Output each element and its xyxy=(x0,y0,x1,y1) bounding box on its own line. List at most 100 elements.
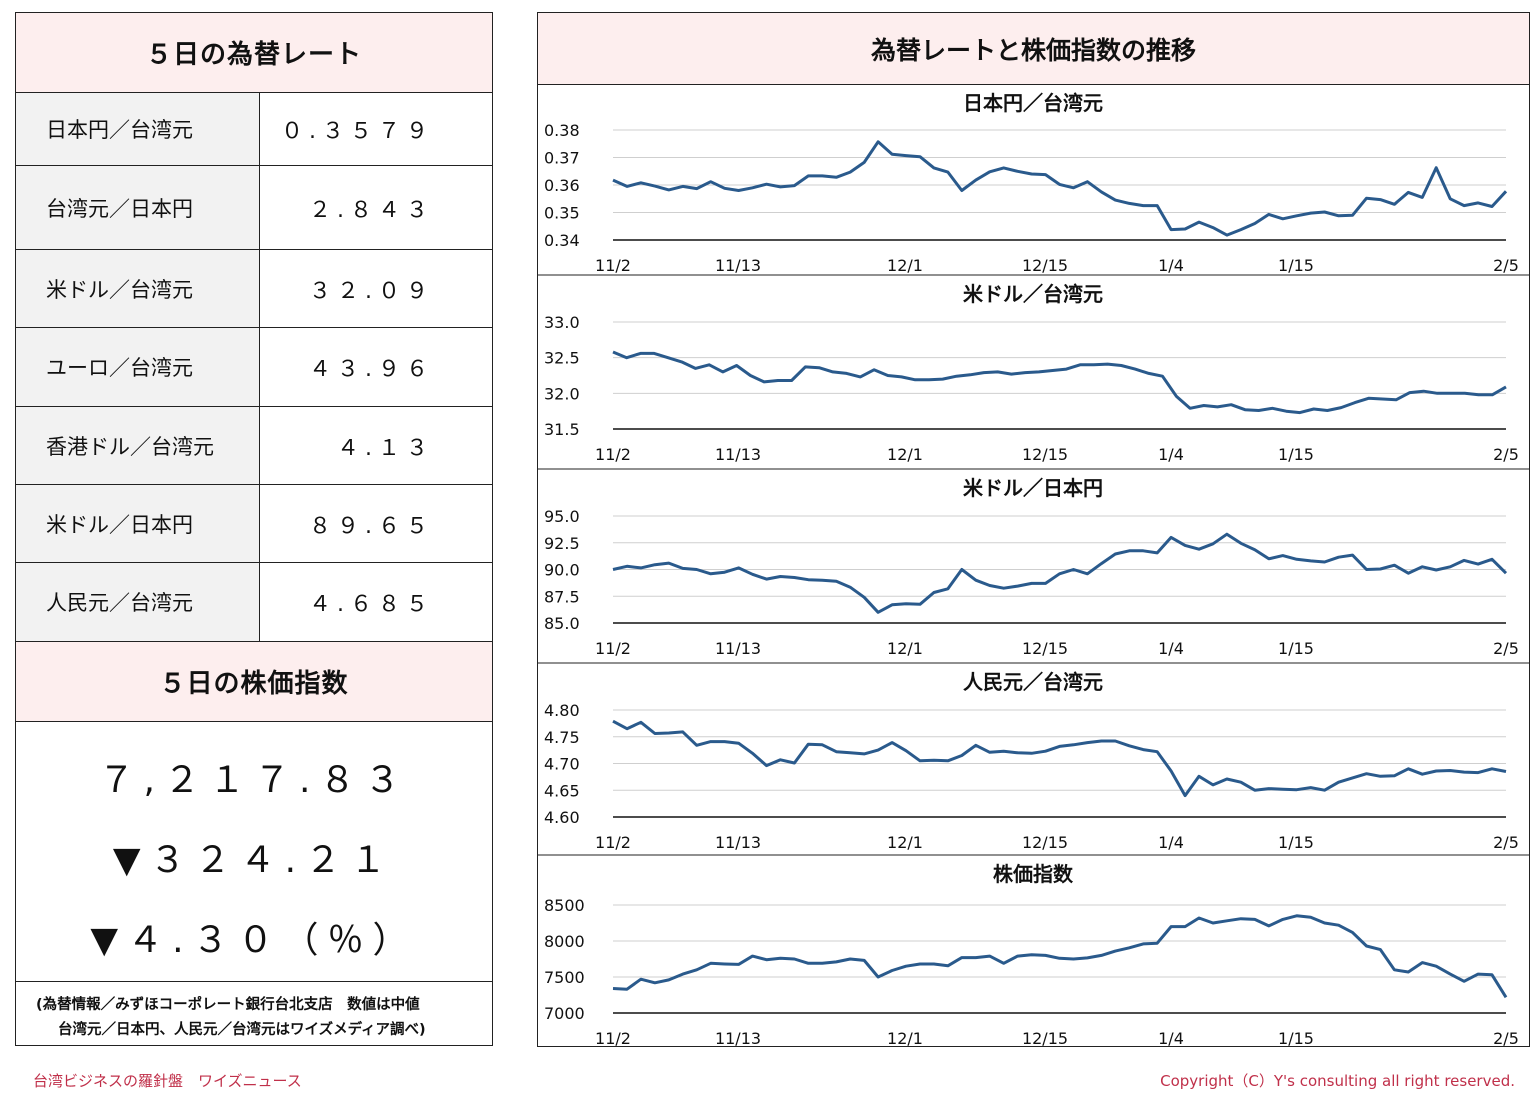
x-tick-label: 12/15 xyxy=(1022,256,1068,275)
rate-row: 日本円／台湾元 ０.３５７９ xyxy=(16,93,492,166)
x-tick-label: 1/4 xyxy=(1158,445,1184,464)
x-tick-label: 1/15 xyxy=(1278,256,1314,275)
x-tick-label: 1/15 xyxy=(1278,1029,1314,1046)
rate-label: 香港ドル／台湾元 xyxy=(16,407,260,484)
x-tick-label: 12/1 xyxy=(887,1029,923,1046)
x-tick-label: 11/13 xyxy=(715,1029,761,1046)
chart-title: 米ドル／台湾元 xyxy=(963,282,1103,306)
rates-title: ５日の為替レート xyxy=(16,13,492,93)
y-tick-label: 33.0 xyxy=(544,313,580,332)
y-tick-label: 87.5 xyxy=(544,587,580,606)
chart-title: 人民元／台湾元 xyxy=(963,670,1103,694)
y-tick-label: 4.60 xyxy=(544,808,580,827)
x-tick-label: 12/1 xyxy=(887,256,923,275)
x-tick-label: 12/1 xyxy=(887,833,923,852)
x-tick-label: 1/15 xyxy=(1278,833,1314,852)
chart-panel: 米ドル／台湾元 33.0 32.5 32.0 31.5 11/2 11/13 12/1 12/1… xyxy=(538,274,1529,464)
x-tick-label: 12/15 xyxy=(1022,833,1068,852)
x-tick-label: 1/4 xyxy=(1158,1029,1184,1046)
chart-panel: 米ドル／日本円 95.0 92.5 90.0 87.5 85.0 11/2 11/13 12/1… xyxy=(538,468,1529,658)
rate-row: ユーロ／台湾元 ４３.９６ xyxy=(16,328,492,407)
chart-panel: 日本円／台湾元 0.38 0.37 0.36 0.35 0.34 11/2 11/13 12/1… xyxy=(544,91,1519,275)
rate-label: 米ドル／日本円 xyxy=(16,485,260,562)
rate-row: 台湾元／日本円 ２.８４３ xyxy=(16,166,492,250)
chart-panel: 人民元／台湾元 4.80 4.75 4.70 4.65 4.60 11/2 11/13 12/1… xyxy=(538,662,1529,852)
stock-index-value: ７,２１７.８３ xyxy=(98,760,410,801)
rate-value: ２.８４３ xyxy=(309,197,434,223)
y-tick-label: 8000 xyxy=(544,932,585,951)
x-tick-label: 11/2 xyxy=(595,1029,631,1046)
rate-label: 日本円／台湾元 xyxy=(16,93,260,165)
x-tick-label: 12/1 xyxy=(887,639,923,658)
series-line xyxy=(612,140,1508,237)
x-tick-label: 12/15 xyxy=(1022,445,1068,464)
chart-title: 米ドル／日本円 xyxy=(963,476,1103,500)
rate-row: 人民元／台湾元 ４.６８５ xyxy=(16,563,492,642)
x-tick-label: 11/2 xyxy=(595,256,631,275)
y-tick-label: 85.0 xyxy=(544,614,580,633)
x-tick-label: 11/13 xyxy=(715,445,761,464)
x-tick-label: 12/1 xyxy=(887,445,923,464)
rate-label: 米ドル／台湾元 xyxy=(16,250,260,327)
right-panel: 為替レートと株価指数の推移 日本円／台湾元 0.38 0.37 0.36 0.35 0.3… xyxy=(537,12,1530,1047)
chart-title: 株価指数 xyxy=(993,862,1074,886)
rate-value: ８９.６５ xyxy=(309,513,434,539)
series-line xyxy=(612,532,1508,614)
rate-label: 台湾元／日本円 xyxy=(16,166,260,249)
x-tick-label: 1/4 xyxy=(1158,256,1184,275)
rate-value: ４３.９６ xyxy=(309,357,434,382)
y-tick-label: 7500 xyxy=(544,968,585,987)
rate-label: 人民元／台湾元 xyxy=(16,563,260,641)
footer-copyright: Copyright（C）Y's consulting all right res… xyxy=(1160,1072,1515,1090)
stock-title: ５日の株価指数 xyxy=(16,642,492,722)
rate-value: ４.１３ xyxy=(337,435,434,461)
y-tick-label: 32.0 xyxy=(544,384,580,403)
y-tick-label: 4.70 xyxy=(544,755,580,774)
stock-index-change: ▼３２４.２１ xyxy=(112,840,396,881)
chart-title: 日本円／台湾元 xyxy=(963,91,1103,115)
x-tick-label: 11/13 xyxy=(715,256,761,275)
y-tick-label: 0.34 xyxy=(544,231,580,250)
x-tick-label: 11/2 xyxy=(595,639,631,658)
x-tick-label: 2/5 xyxy=(1493,639,1519,658)
divider xyxy=(16,981,492,982)
rate-row: 米ドル／台湾元 ３２.０９ xyxy=(16,250,492,328)
x-tick-label: 1/15 xyxy=(1278,445,1314,464)
source-note-line1: (為替情報／みずほコーポレート銀行台北支店 数値は中値 xyxy=(36,997,420,1013)
left-panel: ５日の為替レート 日本円／台湾元 ０.３５７９ 台湾元／日本円 ２.８４３ 米ド… xyxy=(15,12,493,1046)
series-line xyxy=(612,350,1507,415)
x-tick-label: 12/15 xyxy=(1022,639,1068,658)
y-tick-label: 90.0 xyxy=(544,561,580,580)
y-tick-label: 4.80 xyxy=(544,701,580,720)
x-tick-label: 1/4 xyxy=(1158,833,1184,852)
series-line xyxy=(612,719,1507,798)
x-tick-label: 12/15 xyxy=(1022,1029,1068,1046)
y-tick-label: 31.5 xyxy=(544,420,580,439)
rate-value: ３２.０９ xyxy=(309,278,434,304)
x-tick-label: 2/5 xyxy=(1493,833,1519,852)
x-tick-label: 2/5 xyxy=(1493,445,1519,464)
charts-title: 為替レートと株価指数の推移 xyxy=(538,13,1529,85)
chart-panel: 株価指数 8500 8000 7500 7000 11/2 11/13 12/1 12/15 1/… xyxy=(538,854,1529,1046)
rate-row: 米ドル／日本円 ８９.６５ xyxy=(16,485,492,563)
y-tick-label: 0.38 xyxy=(544,121,580,140)
y-tick-label: 7000 xyxy=(544,1004,585,1023)
rate-value: ０.３５７９ xyxy=(281,119,434,144)
y-tick-label: 4.75 xyxy=(544,728,580,747)
x-tick-label: 11/2 xyxy=(595,833,631,852)
rate-label: ユーロ／台湾元 xyxy=(16,328,260,406)
x-tick-label: 2/5 xyxy=(1493,256,1519,275)
y-tick-label: 32.5 xyxy=(544,349,580,368)
x-tick-label: 1/4 xyxy=(1158,639,1184,658)
y-tick-label: 95.0 xyxy=(544,507,580,526)
footer-brand: 台湾ビジネスの羅針盤 ワイズニュース xyxy=(33,1072,302,1090)
x-tick-label: 11/13 xyxy=(715,639,761,658)
y-tick-label: 0.35 xyxy=(544,204,580,223)
y-tick-label: 0.37 xyxy=(544,149,580,168)
y-tick-label: 92.5 xyxy=(544,534,580,553)
charts-svg: 日本円／台湾元 0.38 0.37 0.36 0.35 0.34 11/2 11/13 12/1… xyxy=(538,91,1529,1046)
y-tick-label: 0.36 xyxy=(544,176,580,195)
x-tick-label: 1/15 xyxy=(1278,639,1314,658)
series-line xyxy=(612,914,1508,999)
x-tick-label: 11/2 xyxy=(595,445,631,464)
